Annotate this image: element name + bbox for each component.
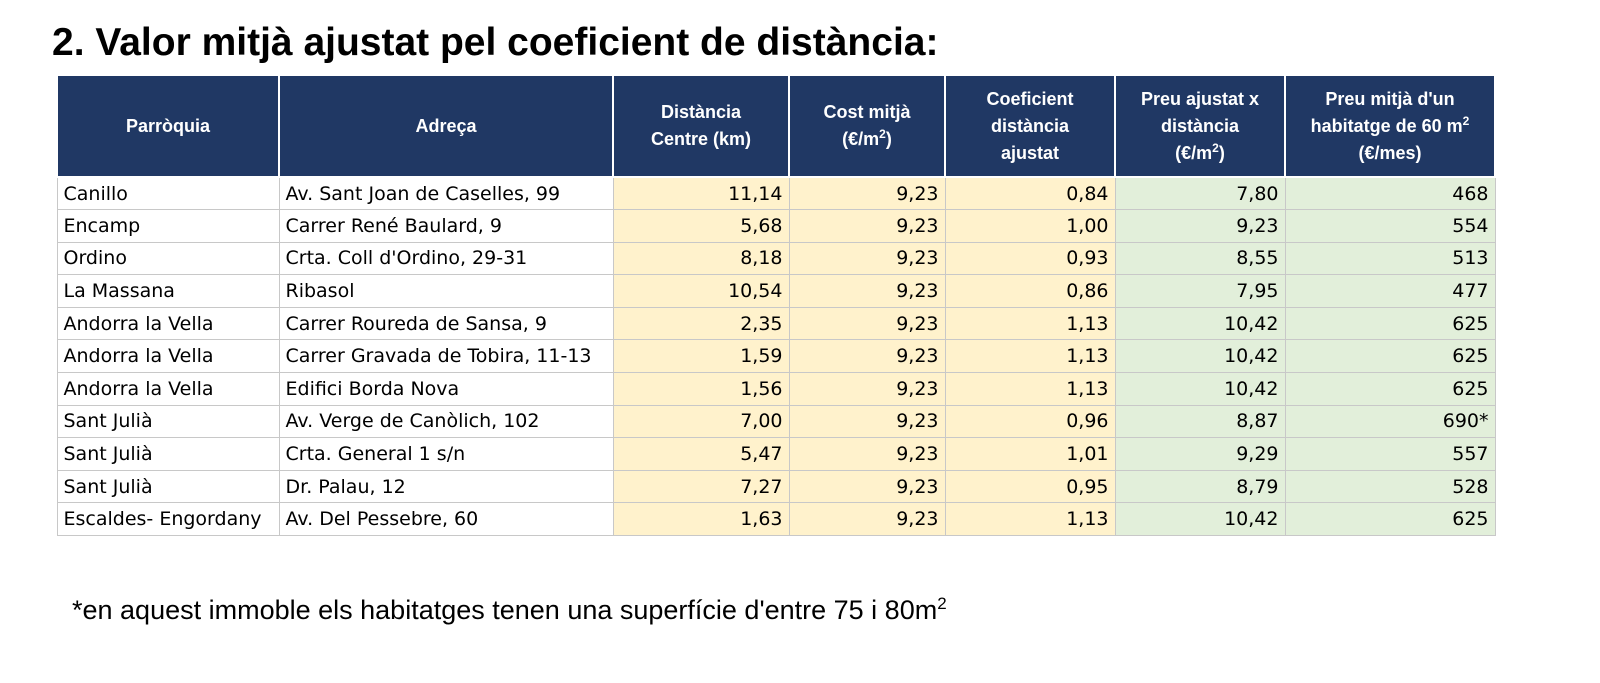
cell-parroquia: Andorra la Vella — [56, 372, 280, 406]
table-row: Andorra la Vella Carrer Gravada de Tobira… — [56, 339, 1496, 374]
cell-adreca: Av. Sant Joan de Caselles, 99 — [278, 176, 614, 211]
cell-coeficient: 0,96 — [944, 404, 1116, 439]
cell-distancia: 10,54 — [612, 274, 790, 308]
cell-preu-ajustat: 7,80 — [1114, 176, 1286, 211]
page-title: 2. Valor mitjà ajustat pel coeficient de… — [52, 21, 939, 64]
footnote: *en aquest immoble els habitatges tenen … — [72, 594, 947, 625]
cell-adreca: Edifici Borda Nova — [278, 372, 614, 406]
cell-preu-ajustat: 10,42 — [1114, 306, 1286, 341]
table-row: Encamp Carrer René Baulard, 9 5,68 9,23 1,00… — [56, 209, 1496, 243]
cell-parroquia: La Massana — [56, 274, 280, 308]
cell-coeficient: 0,93 — [944, 241, 1116, 276]
cell-preu-mitja: 625 — [1284, 372, 1496, 406]
cell-parroquia: Escaldes- Engordany — [56, 502, 280, 537]
cell-preu-mitja: 690* — [1284, 404, 1496, 439]
cell-distancia: 11,14 — [612, 176, 790, 211]
cell-cost: 9,23 — [788, 176, 946, 211]
header-parroquia: Parròquia — [56, 74, 280, 178]
header-coeficient: Coeficient distància ajustat — [944, 74, 1116, 178]
cell-adreca: Dr. Palau, 12 — [278, 469, 614, 504]
header-adreca: Adreça — [278, 74, 614, 178]
cell-distancia: 7,00 — [612, 404, 790, 439]
cell-preu-ajustat: 9,29 — [1114, 437, 1286, 471]
cell-preu-ajustat: 8,87 — [1114, 404, 1286, 439]
table-row: Escaldes- Engordany Av. Del Pessebre, 60 1… — [56, 502, 1496, 537]
cell-cost: 9,23 — [788, 306, 946, 341]
header-preu-ajustat: Preu ajustat x distància (€/m2) — [1114, 74, 1286, 178]
cell-preu-mitja: 528 — [1284, 469, 1496, 504]
table-row: Sant Julià Crta. General 1 s/n 5,47 9,23 1,0… — [56, 437, 1496, 471]
cell-coeficient: 1,01 — [944, 437, 1116, 471]
cell-parroquia: Sant Julià — [56, 404, 280, 439]
cell-distancia: 1,59 — [612, 339, 790, 374]
cell-preu-mitja: 513 — [1284, 241, 1496, 276]
cell-preu-mitja: 468 — [1284, 176, 1496, 211]
cell-preu-mitja: 625 — [1284, 502, 1496, 537]
table-row: Andorra la Vella Edifici Borda Nova 1,56 9,… — [56, 372, 1496, 406]
cell-distancia: 2,35 — [612, 306, 790, 341]
cell-parroquia: Sant Julià — [56, 469, 280, 504]
cell-parroquia: Andorra la Vella — [56, 306, 280, 341]
price-table: Parròquia Adreça Distància Centre (km) C… — [56, 74, 1496, 537]
cell-coeficient: 1,13 — [944, 372, 1116, 406]
cell-distancia: 7,27 — [612, 469, 790, 504]
cell-preu-ajustat: 10,42 — [1114, 372, 1286, 406]
cell-preu-mitja: 625 — [1284, 306, 1496, 341]
cell-cost: 9,23 — [788, 339, 946, 374]
cell-preu-ajustat: 9,23 — [1114, 209, 1286, 243]
cell-adreca: Carrer Gravada de Tobira, 11-13 — [278, 339, 614, 374]
cell-parroquia: Sant Julià — [56, 437, 280, 471]
cell-distancia: 5,47 — [612, 437, 790, 471]
cell-distancia: 8,18 — [612, 241, 790, 276]
cell-preu-ajustat: 8,55 — [1114, 241, 1286, 276]
cell-preu-ajustat: 8,79 — [1114, 469, 1286, 504]
header-cost: Cost mitjà (€/m2) — [788, 74, 946, 178]
cell-coeficient: 0,95 — [944, 469, 1116, 504]
cell-cost: 9,23 — [788, 469, 946, 504]
cell-coeficient: 1,13 — [944, 339, 1116, 374]
cell-cost: 9,23 — [788, 372, 946, 406]
cell-adreca: Crta. General 1 s/n — [278, 437, 614, 471]
table-row: Sant Julià Dr. Palau, 12 7,27 9,23 0,95 8,79 5… — [56, 469, 1496, 504]
table-row: Andorra la Vella Carrer Roureda de Sansa,… — [56, 306, 1496, 341]
cell-coeficient: 0,84 — [944, 176, 1116, 211]
cell-distancia: 5,68 — [612, 209, 790, 243]
table-row: Canillo Av. Sant Joan de Caselles, 99 11,1… — [56, 176, 1496, 211]
cell-adreca: Av. Del Pessebre, 60 — [278, 502, 614, 537]
cell-parroquia: Encamp — [56, 209, 280, 243]
cell-adreca: Av. Verge de Canòlich, 102 — [278, 404, 614, 439]
cell-adreca: Carrer Roureda de Sansa, 9 — [278, 306, 614, 341]
cell-cost: 9,23 — [788, 209, 946, 243]
cell-preu-mitja: 554 — [1284, 209, 1496, 243]
cell-preu-ajustat: 10,42 — [1114, 339, 1286, 374]
cell-preu-mitja: 477 — [1284, 274, 1496, 308]
cell-coeficient: 0,86 — [944, 274, 1116, 308]
table-row: La Massana Ribasol 10,54 9,23 0,86 7,95 477 — [56, 274, 1496, 308]
cell-distancia: 1,63 — [612, 502, 790, 537]
table-row: Ordino Crta. Coll d'Ordino, 29-31 8,18 9,23… — [56, 241, 1496, 276]
cell-preu-ajustat: 10,42 — [1114, 502, 1286, 537]
table-header-row: Parròquia Adreça Distància Centre (km) C… — [56, 74, 1496, 178]
table-row: Sant Julià Av. Verge de Canòlich, 102 7,00… — [56, 404, 1496, 439]
cell-cost: 9,23 — [788, 404, 946, 439]
cell-parroquia: Canillo — [56, 176, 280, 211]
header-preu-mitja: Preu mitjà d'un habitatge de 60 m2 (€/me… — [1284, 74, 1496, 178]
cell-parroquia: Ordino — [56, 241, 280, 276]
cell-distancia: 1,56 — [612, 372, 790, 406]
cell-preu-ajustat: 7,95 — [1114, 274, 1286, 308]
cell-coeficient: 1,13 — [944, 306, 1116, 341]
cell-adreca: Ribasol — [278, 274, 614, 308]
header-distancia: Distància Centre (km) — [612, 74, 790, 178]
cell-adreca: Carrer René Baulard, 9 — [278, 209, 614, 243]
cell-cost: 9,23 — [788, 274, 946, 308]
cell-adreca: Crta. Coll d'Ordino, 29-31 — [278, 241, 614, 276]
cell-cost: 9,23 — [788, 241, 946, 276]
cell-preu-mitja: 557 — [1284, 437, 1496, 471]
cell-parroquia: Andorra la Vella — [56, 339, 280, 374]
cell-coeficient: 1,13 — [944, 502, 1116, 537]
cell-preu-mitja: 625 — [1284, 339, 1496, 374]
cell-cost: 9,23 — [788, 502, 946, 537]
cell-cost: 9,23 — [788, 437, 946, 471]
cell-coeficient: 1,00 — [944, 209, 1116, 243]
